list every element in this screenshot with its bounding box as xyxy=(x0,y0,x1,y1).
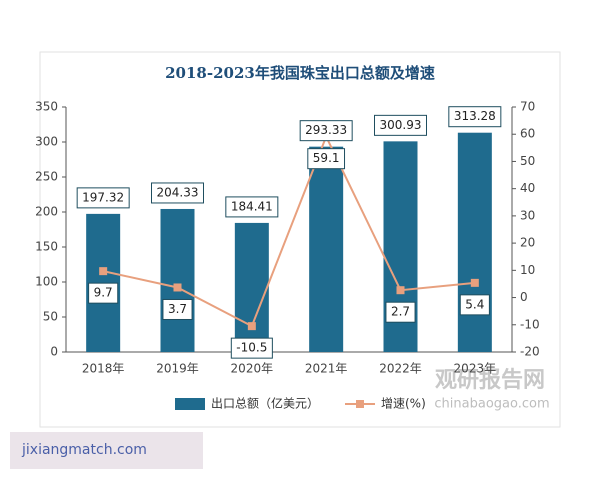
watermark-brand: 观研报告网 xyxy=(435,368,545,393)
data-label-box xyxy=(88,282,119,304)
line-marker xyxy=(99,267,108,276)
data-label-box xyxy=(162,298,193,320)
bar xyxy=(160,208,195,352)
line-marker xyxy=(173,283,182,292)
legend-swatch xyxy=(175,398,205,410)
chart-frame xyxy=(39,51,561,428)
data-label: 184.41 xyxy=(231,199,273,213)
chart: 2018-2023年我国珠宝出口总额及增速 观研报告网 chinabaogao.… xyxy=(35,51,561,428)
line-marker xyxy=(396,286,405,295)
data-label-box xyxy=(225,196,279,218)
x-tick-label: 2022年 xyxy=(379,362,422,376)
line-marker xyxy=(470,278,479,287)
x-tick-label: 2018年 xyxy=(82,362,125,376)
data-label: 9.7 xyxy=(94,286,113,300)
data-label-box xyxy=(76,187,130,209)
data-label-box xyxy=(459,294,490,316)
data-label: 59.1 xyxy=(313,151,340,165)
data-label: 293.33 xyxy=(305,123,347,137)
data-label-box xyxy=(374,114,427,136)
y-tick-label: 100 xyxy=(35,275,58,289)
y2-tick-label: 20 xyxy=(520,236,535,250)
data-label: 2.7 xyxy=(391,305,410,319)
y-tick-label: 150 xyxy=(35,240,58,254)
data-label-box xyxy=(385,301,416,323)
data-label-box xyxy=(448,106,502,128)
y-tick-label: 300 xyxy=(35,135,58,149)
y2-tick-label: 0 xyxy=(520,290,528,304)
data-label: 300.93 xyxy=(380,118,422,132)
y2-tick-label: 70 xyxy=(520,100,535,114)
y2-tick-label: 40 xyxy=(520,181,535,195)
data-label: -10.5 xyxy=(236,341,267,355)
line xyxy=(102,134,475,328)
watermark-site: chinabaogao.com xyxy=(434,397,549,412)
x-tick-label: 2021年 xyxy=(305,362,348,376)
y2-tick-label: -10 xyxy=(520,317,540,331)
x-tick-label: 2020年 xyxy=(231,362,274,376)
x-tick-label: 2023年 xyxy=(454,362,497,376)
data-label: 197.32 xyxy=(82,190,124,204)
y2-tick-label: 30 xyxy=(520,208,535,222)
data-label-box xyxy=(307,148,346,170)
y2-tick-label: -20 xyxy=(520,345,540,359)
data-label: 204.33 xyxy=(157,185,199,199)
y-tick-label: 200 xyxy=(35,205,58,219)
data-label-box xyxy=(299,120,353,142)
y2-tick-label: 60 xyxy=(520,127,535,141)
chart-title: 2018-2023年我国珠宝出口总额及增速 xyxy=(165,64,435,82)
bar xyxy=(234,222,269,352)
y2-tick-label: 50 xyxy=(520,154,535,168)
data-label: 313.28 xyxy=(454,109,496,123)
legend-marker xyxy=(356,400,364,408)
y-tick-label: 250 xyxy=(35,170,58,184)
x-tick-label: 2019年 xyxy=(156,362,199,376)
legend-label: 出口总额（亿美元） xyxy=(211,396,319,411)
y-tick-label: 350 xyxy=(35,100,58,114)
y2-tick-label: 10 xyxy=(520,263,535,277)
legend-label: 增速(%) xyxy=(381,397,426,411)
data-label: 5.4 xyxy=(465,297,484,311)
bar xyxy=(457,132,492,352)
data-label-box xyxy=(230,337,273,359)
data-label-box xyxy=(151,182,204,204)
bar xyxy=(309,146,344,352)
line-marker xyxy=(247,322,256,331)
y-tick-label: 50 xyxy=(43,310,58,324)
data-label: 3.7 xyxy=(168,302,187,316)
y-tick-label: 0 xyxy=(50,345,58,359)
footer-link[interactable]: jixiangmatch.com xyxy=(10,432,203,469)
